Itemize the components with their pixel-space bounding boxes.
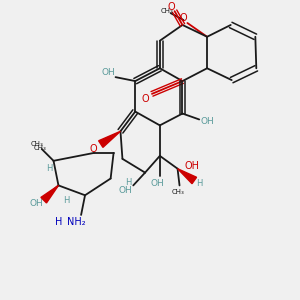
- Text: NH₂: NH₂: [67, 217, 86, 227]
- Text: O: O: [141, 94, 149, 104]
- Text: OH: OH: [118, 186, 132, 195]
- Text: O: O: [180, 13, 187, 23]
- Text: H: H: [63, 196, 70, 205]
- Text: CH₃: CH₃: [30, 141, 43, 147]
- Text: OH: OH: [200, 117, 214, 126]
- Text: OH: OH: [30, 199, 44, 208]
- Text: CH₃: CH₃: [171, 189, 184, 195]
- Text: OH: OH: [151, 179, 165, 188]
- Text: H: H: [196, 179, 202, 188]
- Text: H: H: [125, 178, 131, 187]
- Text: CH₃: CH₃: [33, 145, 46, 151]
- Text: H: H: [55, 217, 62, 227]
- Text: H: H: [46, 164, 53, 173]
- Text: O: O: [168, 2, 176, 12]
- Text: CH₃: CH₃: [160, 8, 173, 14]
- Polygon shape: [178, 169, 196, 184]
- Polygon shape: [41, 185, 58, 203]
- Text: O: O: [89, 144, 97, 154]
- Polygon shape: [99, 131, 121, 147]
- Text: OH: OH: [102, 68, 116, 77]
- Text: OH: OH: [184, 161, 200, 171]
